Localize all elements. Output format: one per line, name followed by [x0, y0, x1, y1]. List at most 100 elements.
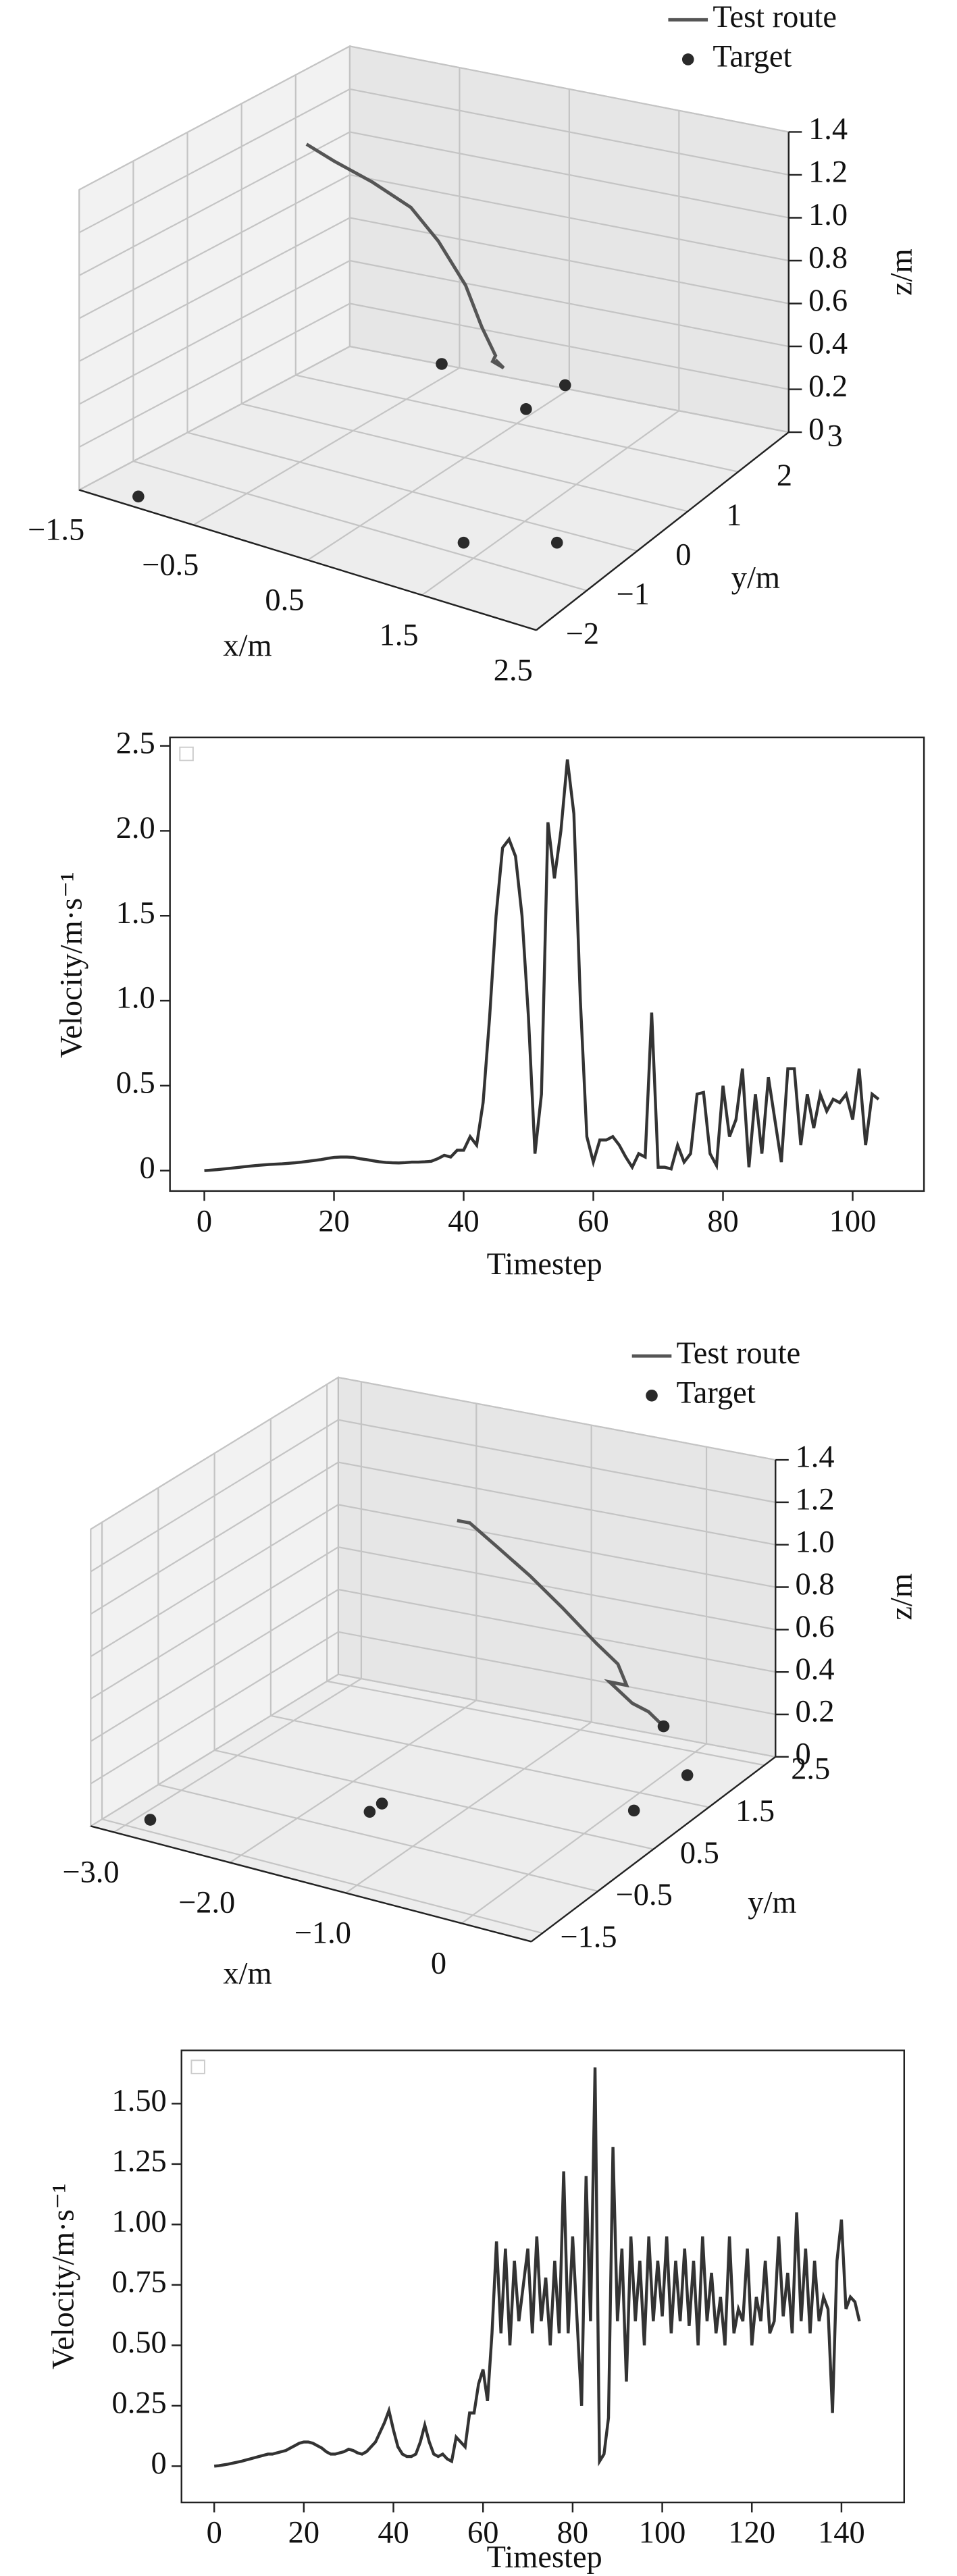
- x-tick-label: 120: [728, 2516, 775, 2550]
- x-tick-label: 20: [288, 2516, 319, 2550]
- grid-line: [338, 1588, 776, 1673]
- grid-line: [307, 388, 570, 561]
- z-tick-label: 0.6: [796, 1610, 835, 1644]
- x-axis-label: Timestep: [487, 1247, 602, 1282]
- x-tick-label: 140: [818, 2516, 865, 2550]
- z-tick-label: 1.4: [808, 112, 848, 147]
- grid-line: [349, 131, 789, 219]
- grid-line: [78, 45, 351, 190]
- z-tick-label: 0.8: [808, 241, 848, 275]
- grid-line: [338, 1673, 776, 1758]
- x-axis-label: x/m: [223, 1956, 271, 1991]
- grid-line: [90, 1504, 339, 1658]
- grid-line: [101, 1818, 543, 1935]
- y-tick-label: 0.5: [116, 1066, 155, 1101]
- y-tick-label: 1.0: [116, 981, 155, 1016]
- grid-line: [349, 174, 789, 262]
- grid-line: [349, 217, 789, 305]
- grid-line: [338, 1504, 776, 1588]
- target-point: [681, 1769, 694, 1781]
- x-tick-label: 0: [207, 2516, 222, 2550]
- target-point: [436, 358, 448, 370]
- grid-line: [90, 1673, 339, 1827]
- axis-line: [90, 1825, 532, 1943]
- z-tick-label: 0.2: [808, 369, 848, 404]
- z-axis-label: z/m: [884, 1573, 919, 1621]
- target-point: [627, 1804, 640, 1817]
- x-tick-label: 20: [318, 1204, 349, 1238]
- axis-line: [78, 489, 537, 631]
- grid-line: [338, 1631, 776, 1716]
- x-tick-label: 2.5: [494, 653, 533, 687]
- legend-label: Test route: [677, 1336, 801, 1371]
- x-tick-label: 40: [448, 1204, 479, 1238]
- y-tick-label: −1.5: [560, 1920, 617, 1954]
- grid-line: [295, 374, 739, 473]
- grid-line: [90, 1461, 339, 1615]
- x-axis-label: Timestep: [487, 2540, 602, 2575]
- y-tick-label: 2.0: [116, 811, 155, 845]
- y-axis-label: y/m: [731, 561, 780, 596]
- grid-line: [421, 410, 679, 596]
- y-tick-label: 1.5: [735, 1794, 775, 1829]
- plot-frame: [180, 2049, 906, 2504]
- y-tick-label: 1.00: [112, 2205, 167, 2239]
- grid-line: [241, 402, 688, 512]
- grid-line: [78, 131, 351, 276]
- z-tick-label: 0.8: [796, 1567, 835, 1602]
- axis-line: [530, 1756, 776, 1943]
- x-tick-label: −1.0: [294, 1916, 351, 1951]
- grid-line: [78, 303, 351, 448]
- target-point: [559, 379, 571, 392]
- grid-line: [326, 1680, 765, 1766]
- grid-line: [78, 174, 351, 319]
- y-tick-label: −2: [566, 617, 599, 652]
- grid-line: [90, 1376, 339, 1530]
- x-tick-label: −0.5: [142, 548, 199, 583]
- plot-frame: [169, 736, 925, 1192]
- y-tick-label: 2.5: [791, 1752, 830, 1787]
- grid-line: [349, 303, 789, 390]
- legend-box: [190, 2059, 205, 2074]
- y-tick-label: 0.50: [112, 2325, 167, 2360]
- y-tick-label: 2.5: [116, 726, 155, 760]
- target-point: [376, 1797, 388, 1810]
- y-tick-label: 0: [151, 2446, 167, 2481]
- grid-line: [187, 431, 638, 552]
- z-tick-label: 1.2: [808, 155, 848, 190]
- grid-line: [338, 1419, 776, 1503]
- z-tick-label: 0.4: [796, 1652, 835, 1687]
- y-tick-label: 3: [827, 419, 843, 453]
- z-tick-label: 1.0: [808, 198, 848, 232]
- grid-line: [78, 346, 351, 491]
- y-tick-label: −0.5: [616, 1878, 673, 1912]
- legend-label: Target: [677, 1375, 756, 1410]
- target-point: [363, 1806, 376, 1818]
- x-tick-label: 1.5: [380, 618, 419, 652]
- grid-line: [349, 88, 789, 176]
- grid-line: [90, 1631, 339, 1785]
- y-axis-label: y/m: [748, 1885, 796, 1920]
- grid-line: [192, 367, 460, 526]
- y-tick-label: 0.75: [112, 2265, 167, 2300]
- z-axis-label: z/m: [884, 248, 919, 296]
- y-tick-label: 1.50: [112, 2084, 167, 2118]
- z-tick-label: 0.2: [796, 1695, 835, 1729]
- x-tick-label: 100: [639, 2516, 686, 2550]
- z-tick-label: 0: [808, 413, 824, 447]
- grid-line: [78, 217, 351, 362]
- y-tick-label: 1: [726, 498, 742, 533]
- target-point: [550, 536, 563, 549]
- x-tick-label: 60: [467, 2516, 498, 2550]
- x-tick-label: 80: [707, 1204, 738, 1238]
- x-tick-label: 0: [197, 1204, 212, 1238]
- legend-label: Target: [713, 40, 792, 74]
- y-tick-label: 2: [777, 458, 792, 493]
- x-tick-label: 100: [829, 1204, 877, 1238]
- grid-line: [349, 259, 789, 348]
- x-tick-label: −2.0: [178, 1886, 235, 1920]
- z-tick-label: 0.6: [808, 284, 848, 318]
- z-tick-label: 1.2: [796, 1483, 835, 1517]
- target-point: [657, 1720, 670, 1733]
- y-axis-label: Velocity/m·s⁻¹: [55, 872, 89, 1058]
